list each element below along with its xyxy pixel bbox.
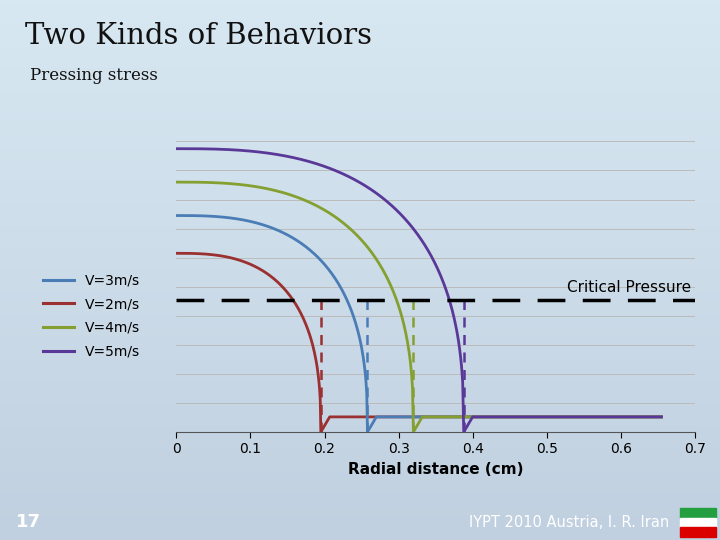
- Text: IYPT 2010 Austria, I. R. Iran: IYPT 2010 Austria, I. R. Iran: [469, 515, 670, 530]
- Legend: V=3m/s, V=2m/s, V=4m/s, V=5m/s: V=3m/s, V=2m/s, V=4m/s, V=5m/s: [43, 273, 140, 359]
- Text: Two Kinds of Behaviors: Two Kinds of Behaviors: [24, 22, 372, 50]
- Bar: [680, 508, 716, 517]
- X-axis label: Radial distance (cm): Radial distance (cm): [348, 462, 523, 477]
- Bar: [680, 528, 716, 537]
- Text: Critical Pressure: Critical Pressure: [567, 280, 691, 295]
- Text: 17: 17: [16, 514, 41, 531]
- Bar: [680, 517, 716, 528]
- Text: Pressing stress: Pressing stress: [30, 67, 158, 84]
